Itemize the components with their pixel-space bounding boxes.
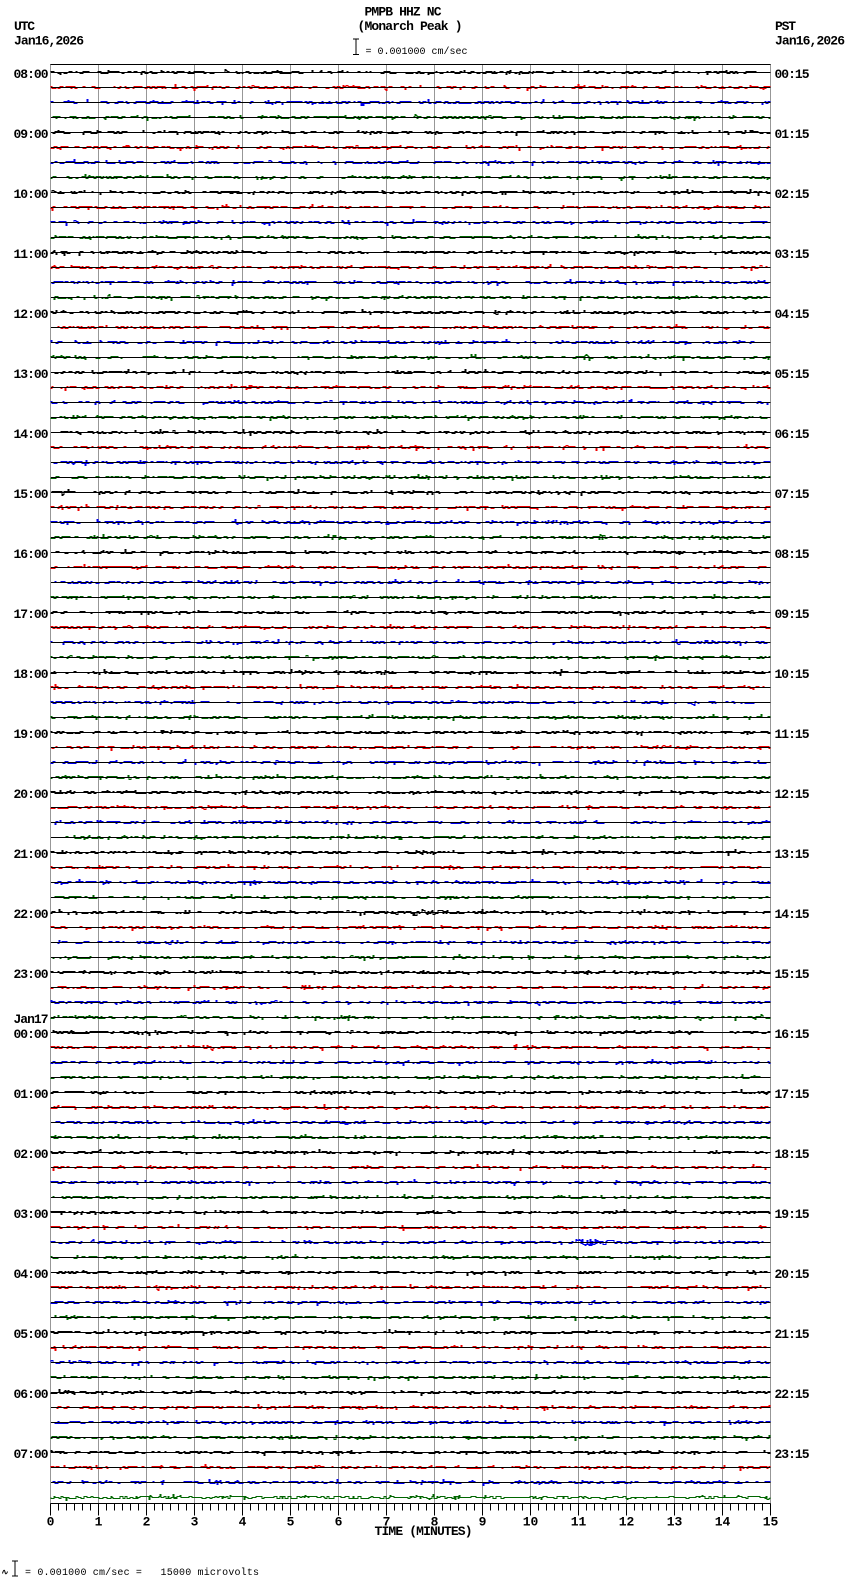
- svg-text:6: 6: [335, 1515, 343, 1530]
- svg-text:04:00: 04:00: [14, 1267, 49, 1282]
- svg-text:14:00: 14:00: [14, 427, 49, 442]
- svg-text:02:15: 02:15: [775, 187, 810, 202]
- svg-text:23:00: 23:00: [14, 967, 49, 982]
- svg-text:21:15: 21:15: [775, 1327, 810, 1342]
- svg-text:09:00: 09:00: [14, 127, 49, 142]
- svg-text:12: 12: [619, 1515, 635, 1530]
- svg-text:13: 13: [667, 1515, 683, 1530]
- svg-text:01:00: 01:00: [14, 1087, 49, 1102]
- svg-text:12:15: 12:15: [775, 787, 810, 802]
- svg-text:11: 11: [571, 1515, 587, 1530]
- svg-text:18:00: 18:00: [14, 667, 49, 682]
- svg-text:Jan16,2026: Jan16,2026: [775, 34, 845, 49]
- svg-text:2: 2: [143, 1515, 151, 1530]
- svg-text:10: 10: [523, 1515, 539, 1530]
- svg-text:00:00: 00:00: [14, 1027, 49, 1042]
- svg-text:03:15: 03:15: [775, 247, 810, 262]
- svg-text:01:15: 01:15: [775, 127, 810, 142]
- svg-text:14:15: 14:15: [775, 907, 810, 922]
- svg-text:PMPB HHZ NC: PMPB HHZ NC: [365, 5, 442, 20]
- svg-text:15:00: 15:00: [14, 487, 49, 502]
- svg-text:13:00: 13:00: [14, 367, 49, 382]
- svg-text:1: 1: [95, 1515, 103, 1530]
- svg-text:0: 0: [47, 1515, 55, 1530]
- svg-text:03:00: 03:00: [14, 1207, 49, 1222]
- svg-text:Jan16,2026: Jan16,2026: [14, 34, 84, 49]
- svg-text:20:15: 20:15: [775, 1267, 810, 1282]
- svg-text:00:15: 00:15: [775, 67, 810, 82]
- svg-text:= 0.001000 cm/sec = 15000 mi: = 0.001000 cm/sec = 15000 microvolts: [25, 1567, 259, 1579]
- svg-text:7: 7: [383, 1515, 391, 1530]
- svg-text:16:00: 16:00: [14, 547, 49, 562]
- svg-text:15: 15: [763, 1515, 779, 1530]
- svg-text:17:00: 17:00: [14, 607, 49, 622]
- svg-text:12:00: 12:00: [14, 307, 49, 322]
- svg-text:17:15: 17:15: [775, 1087, 810, 1102]
- svg-text:4: 4: [239, 1515, 247, 1530]
- svg-text:(Monarch Peak ): (Monarch Peak ): [358, 19, 463, 34]
- svg-text:04:15: 04:15: [775, 307, 810, 322]
- svg-text:23:15: 23:15: [775, 1447, 810, 1462]
- svg-text:Jan17: Jan17: [14, 1012, 49, 1027]
- svg-text:9: 9: [479, 1515, 487, 1530]
- svg-text:11:15: 11:15: [775, 727, 810, 742]
- svg-text:21:00: 21:00: [14, 847, 49, 862]
- svg-text:18:15: 18:15: [775, 1147, 810, 1162]
- svg-text:8: 8: [431, 1515, 439, 1530]
- svg-text:09:15: 09:15: [775, 607, 810, 622]
- svg-text:05:15: 05:15: [775, 367, 810, 382]
- svg-text:15:15: 15:15: [775, 967, 810, 982]
- svg-text:07:15: 07:15: [775, 487, 810, 502]
- svg-text:05:00: 05:00: [14, 1327, 49, 1342]
- svg-text:02:00: 02:00: [14, 1147, 49, 1162]
- svg-text:06:15: 06:15: [775, 427, 810, 442]
- svg-text:10:15: 10:15: [775, 667, 810, 682]
- svg-text:11:00: 11:00: [14, 247, 49, 262]
- svg-text:19:00: 19:00: [14, 727, 49, 742]
- svg-text:PST: PST: [775, 19, 796, 34]
- svg-text:10:00: 10:00: [14, 187, 49, 202]
- svg-text:13:15: 13:15: [775, 847, 810, 862]
- svg-text:TIME (MINUTES): TIME (MINUTES): [375, 1524, 473, 1539]
- svg-text:20:00: 20:00: [14, 787, 49, 802]
- svg-text:UTC: UTC: [14, 19, 35, 34]
- svg-text:19:15: 19:15: [775, 1207, 810, 1222]
- svg-text:= 0.001000 cm/sec: = 0.001000 cm/sec: [366, 46, 468, 58]
- svg-text:3: 3: [191, 1515, 199, 1530]
- svg-text:14: 14: [715, 1515, 731, 1530]
- svg-text:22:15: 22:15: [775, 1387, 810, 1402]
- svg-text:16:15: 16:15: [775, 1027, 810, 1042]
- svg-text:07:00: 07:00: [14, 1447, 49, 1462]
- svg-text:08:15: 08:15: [775, 547, 810, 562]
- svg-text:5: 5: [287, 1515, 295, 1530]
- svg-text:22:00: 22:00: [14, 907, 49, 922]
- svg-text:08:00: 08:00: [14, 67, 49, 82]
- svg-text:06:00: 06:00: [14, 1387, 49, 1402]
